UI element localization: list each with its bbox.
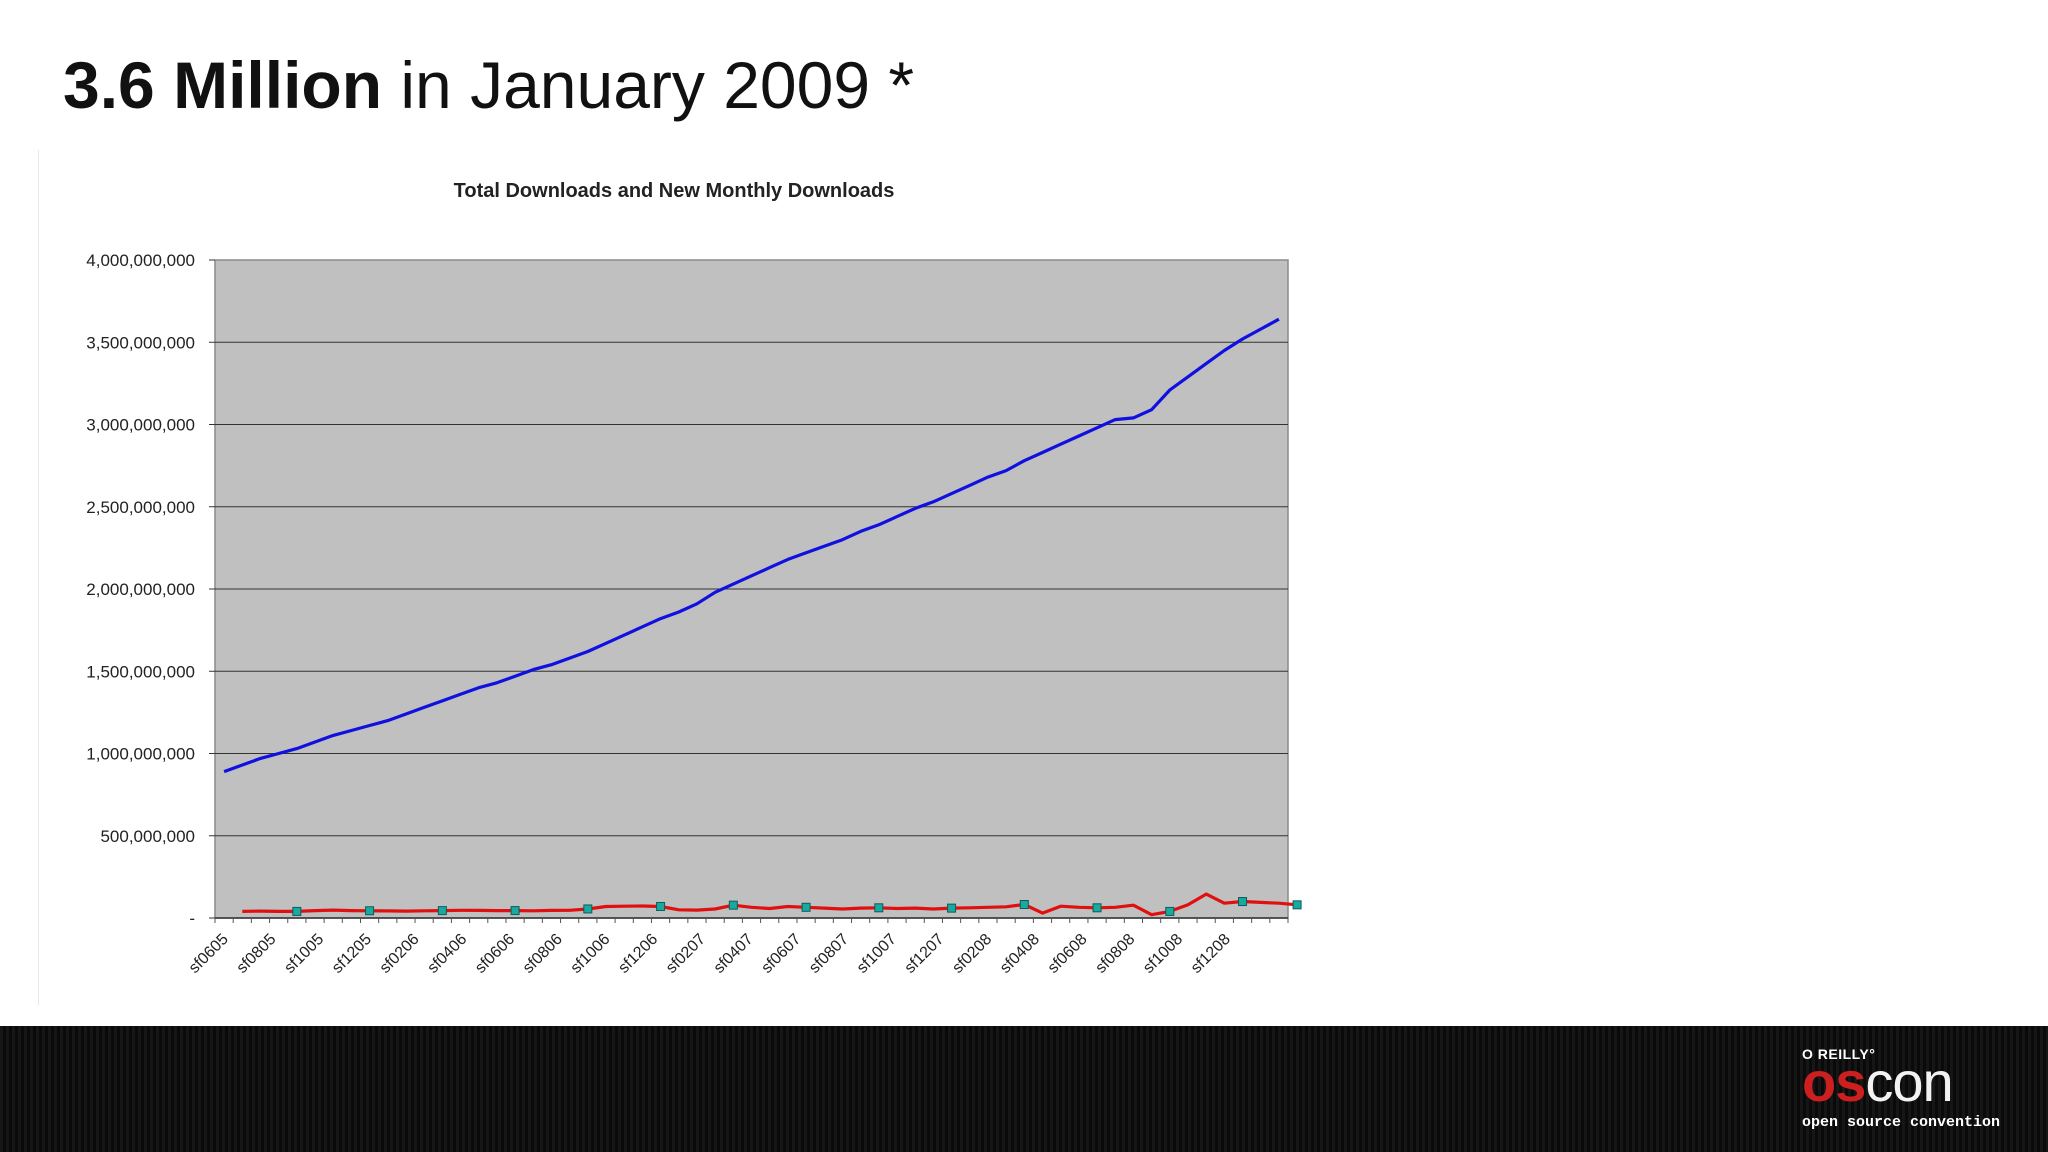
y-tick-label: 3,000,000,000 xyxy=(86,416,195,435)
x-tick-label: sf0207 xyxy=(663,931,709,977)
x-tick-label: sf0407 xyxy=(711,931,757,977)
oscon-logo: O REILLY° oscon open source convention xyxy=(1802,1046,2002,1138)
x-tick-label: sf0805 xyxy=(234,931,280,977)
monthly-data-marker xyxy=(1292,900,1302,910)
x-tick-label: sf1208 xyxy=(1188,931,1234,977)
x-tick-label: sf1005 xyxy=(281,931,327,977)
monthly-data-marker xyxy=(1092,903,1102,913)
monthly-data-marker xyxy=(1238,897,1248,907)
x-tick-label: sf0807 xyxy=(806,931,852,977)
monthly-data-marker xyxy=(365,906,375,916)
x-tick-label: sf0606 xyxy=(472,931,518,977)
x-tick-label: sf1205 xyxy=(329,931,375,977)
x-tick-label: sf1207 xyxy=(902,931,948,977)
chart-title: Total Downloads and New Monthly Download… xyxy=(454,180,895,202)
oscon-wordmark-con: con xyxy=(1865,1050,1953,1113)
x-tick-label: sf1206 xyxy=(615,931,661,977)
slide-title-bold: 3.6 Million xyxy=(63,48,383,122)
y-tick-label: 1,000,000,000 xyxy=(86,745,195,764)
monthly-data-marker xyxy=(1165,906,1175,916)
y-tick-label: 4,000,000,000 xyxy=(86,251,195,270)
monthly-data-marker xyxy=(292,906,302,916)
footer-bar xyxy=(0,1026,2048,1152)
y-tick-label: - xyxy=(189,909,195,928)
x-tick-label: sf1006 xyxy=(568,931,614,977)
monthly-data-marker xyxy=(656,901,666,911)
chart-panel: Total Downloads and New Monthly Download… xyxy=(38,150,1339,1005)
x-tick-label: sf0808 xyxy=(1092,931,1138,977)
oreilly-wordmark: O REILLY° xyxy=(1802,1046,1876,1062)
monthly-downloads-line xyxy=(242,892,1298,917)
x-tick-label: sf0406 xyxy=(424,931,470,977)
x-tick-label: sf0806 xyxy=(520,931,566,977)
x-tick-label: sf1008 xyxy=(1140,931,1186,977)
oscon-tagline: open source convention xyxy=(1802,1114,2001,1131)
y-tick-label: 3,500,000,000 xyxy=(86,333,195,352)
oscon-wordmark: oscon xyxy=(1802,1054,1954,1110)
monthly-data-marker xyxy=(583,904,593,914)
x-tick-label: sf0208 xyxy=(949,931,995,977)
x-tick-label: sf0607 xyxy=(758,931,804,977)
y-tick-label: 500,000,000 xyxy=(100,827,195,846)
x-tick-label: sf0408 xyxy=(997,931,1043,977)
monthly-data-marker xyxy=(1019,900,1029,910)
total-downloads-line xyxy=(223,317,1280,774)
x-tick-label: sf0605 xyxy=(186,931,232,977)
monthly-data-marker xyxy=(510,906,520,916)
monthly-data-marker xyxy=(437,906,447,916)
oscon-wordmark-os: os xyxy=(1802,1050,1866,1113)
monthly-data-marker xyxy=(874,903,884,913)
monthly-data-marker xyxy=(801,902,811,912)
slide-title-rest: in January 2009 * xyxy=(382,48,915,122)
y-tick-label: 2,000,000,000 xyxy=(86,580,195,599)
x-tick-label: sf0206 xyxy=(377,931,423,977)
x-tick-label: sf0608 xyxy=(1045,931,1091,977)
x-tick-label: sf1007 xyxy=(854,931,900,977)
monthly-data-marker xyxy=(728,900,738,910)
slide-title: 3.6 Million in January 2009 * xyxy=(63,46,914,125)
y-tick-label: 1,500,000,000 xyxy=(86,662,195,681)
y-tick-label: 2,500,000,000 xyxy=(86,498,195,517)
plot-area: - 500,000,000 1,000,000,000 1,500,000,000 2,… xyxy=(86,251,1302,977)
line-chart: Total Downloads and New Monthly Download… xyxy=(86,180,1302,977)
monthly-data-marker xyxy=(947,903,957,913)
